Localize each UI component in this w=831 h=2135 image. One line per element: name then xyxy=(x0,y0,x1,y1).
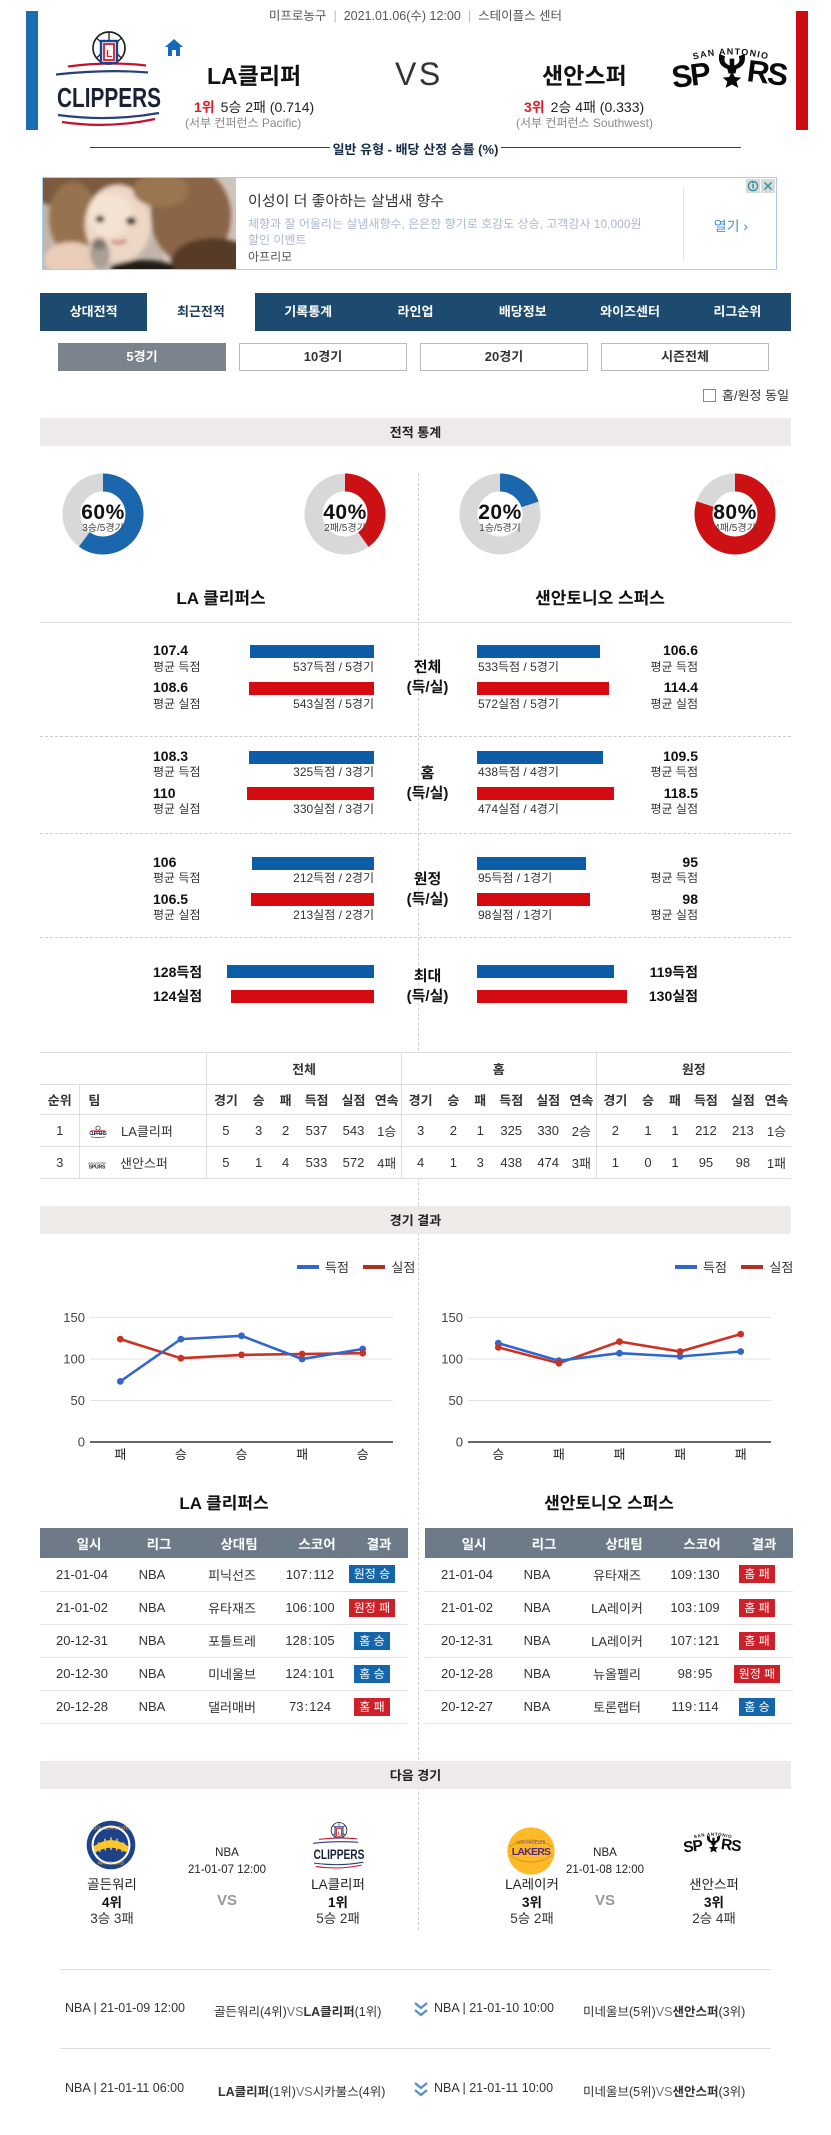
svg-text:LOS ANGELES: LOS ANGELES xyxy=(517,1839,546,1844)
svg-text:50: 50 xyxy=(449,1393,463,1408)
svg-text:승: 승 xyxy=(357,1444,369,1463)
svg-text:RS: RS xyxy=(720,1836,742,1853)
svg-text:LAKERS: LAKERS xyxy=(512,1847,551,1858)
svg-text:패: 패 xyxy=(553,1444,565,1463)
svg-text:100: 100 xyxy=(441,1352,463,1367)
svg-text:GOLDEN STATE: GOLDEN STATE xyxy=(93,1826,131,1832)
svg-text:0: 0 xyxy=(456,1435,463,1450)
svg-text:L: L xyxy=(106,49,112,60)
svg-text:CLIPPERS: CLIPPERS xyxy=(90,1131,108,1137)
svg-text:CLIPPERS: CLIPPERS xyxy=(57,82,161,113)
svg-text:WARRIORS: WARRIORS xyxy=(98,1860,125,1866)
svg-text:SP: SP xyxy=(683,1837,704,1853)
svg-text:승: 승 xyxy=(492,1444,504,1463)
svg-text:승: 승 xyxy=(236,1444,248,1463)
svg-text:SP: SP xyxy=(672,55,712,89)
svg-text:CLIPPERS: CLIPPERS xyxy=(314,1847,365,1862)
svg-text:패: 패 xyxy=(674,1444,686,1463)
svg-text:승: 승 xyxy=(175,1444,187,1463)
svg-text:패: 패 xyxy=(296,1444,308,1463)
svg-text:150: 150 xyxy=(63,1310,85,1325)
svg-text:RS: RS xyxy=(745,53,789,89)
svg-text:100: 100 xyxy=(63,1352,85,1367)
svg-text:50: 50 xyxy=(71,1393,85,1408)
svg-text:패: 패 xyxy=(735,1444,747,1463)
svg-text:패: 패 xyxy=(114,1444,126,1463)
svg-text:SAN ANTONIO: SAN ANTONIO xyxy=(88,1161,106,1165)
svg-text:패: 패 xyxy=(614,1444,626,1463)
svg-text:0: 0 xyxy=(78,1435,85,1450)
svg-text:SPURS: SPURS xyxy=(89,1164,106,1169)
svg-text:SAN ANTONIO: SAN ANTONIO xyxy=(693,1832,732,1840)
svg-text:150: 150 xyxy=(441,1310,463,1325)
svg-text:L: L xyxy=(338,1831,341,1837)
